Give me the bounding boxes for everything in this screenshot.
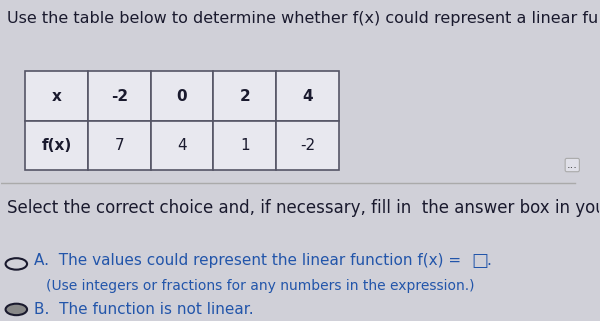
Text: f(x): f(x) <box>41 138 72 153</box>
FancyBboxPatch shape <box>88 121 151 170</box>
Text: 4: 4 <box>177 138 187 153</box>
Text: ...: ... <box>567 160 578 170</box>
Text: .: . <box>487 253 491 268</box>
Text: □: □ <box>472 252 488 270</box>
Text: 1: 1 <box>240 138 250 153</box>
Text: 4: 4 <box>302 89 313 104</box>
FancyBboxPatch shape <box>25 121 88 170</box>
Text: Use the table below to determine whether f(x) could represent a linear function.: Use the table below to determine whether… <box>7 11 600 26</box>
FancyBboxPatch shape <box>214 71 276 121</box>
FancyBboxPatch shape <box>151 121 214 170</box>
FancyBboxPatch shape <box>214 121 276 170</box>
Text: 7: 7 <box>115 138 124 153</box>
Text: B.  The function is not linear.: B. The function is not linear. <box>34 302 254 317</box>
FancyBboxPatch shape <box>151 71 214 121</box>
Text: -2: -2 <box>300 138 315 153</box>
Circle shape <box>5 304 27 315</box>
Text: 0: 0 <box>177 89 187 104</box>
FancyBboxPatch shape <box>276 121 339 170</box>
Text: (Use integers or fractions for any numbers in the expression.): (Use integers or fractions for any numbe… <box>46 279 475 293</box>
Text: Select the correct choice and, if necessary, fill in  the answer box in your cho: Select the correct choice and, if necess… <box>7 199 600 217</box>
Text: A.  The values could represent the linear function f(x) =: A. The values could represent the linear… <box>34 253 461 268</box>
Text: x: x <box>52 89 62 104</box>
FancyBboxPatch shape <box>88 71 151 121</box>
FancyBboxPatch shape <box>276 71 339 121</box>
Text: 2: 2 <box>239 89 250 104</box>
Text: -2: -2 <box>111 89 128 104</box>
FancyBboxPatch shape <box>25 71 88 121</box>
